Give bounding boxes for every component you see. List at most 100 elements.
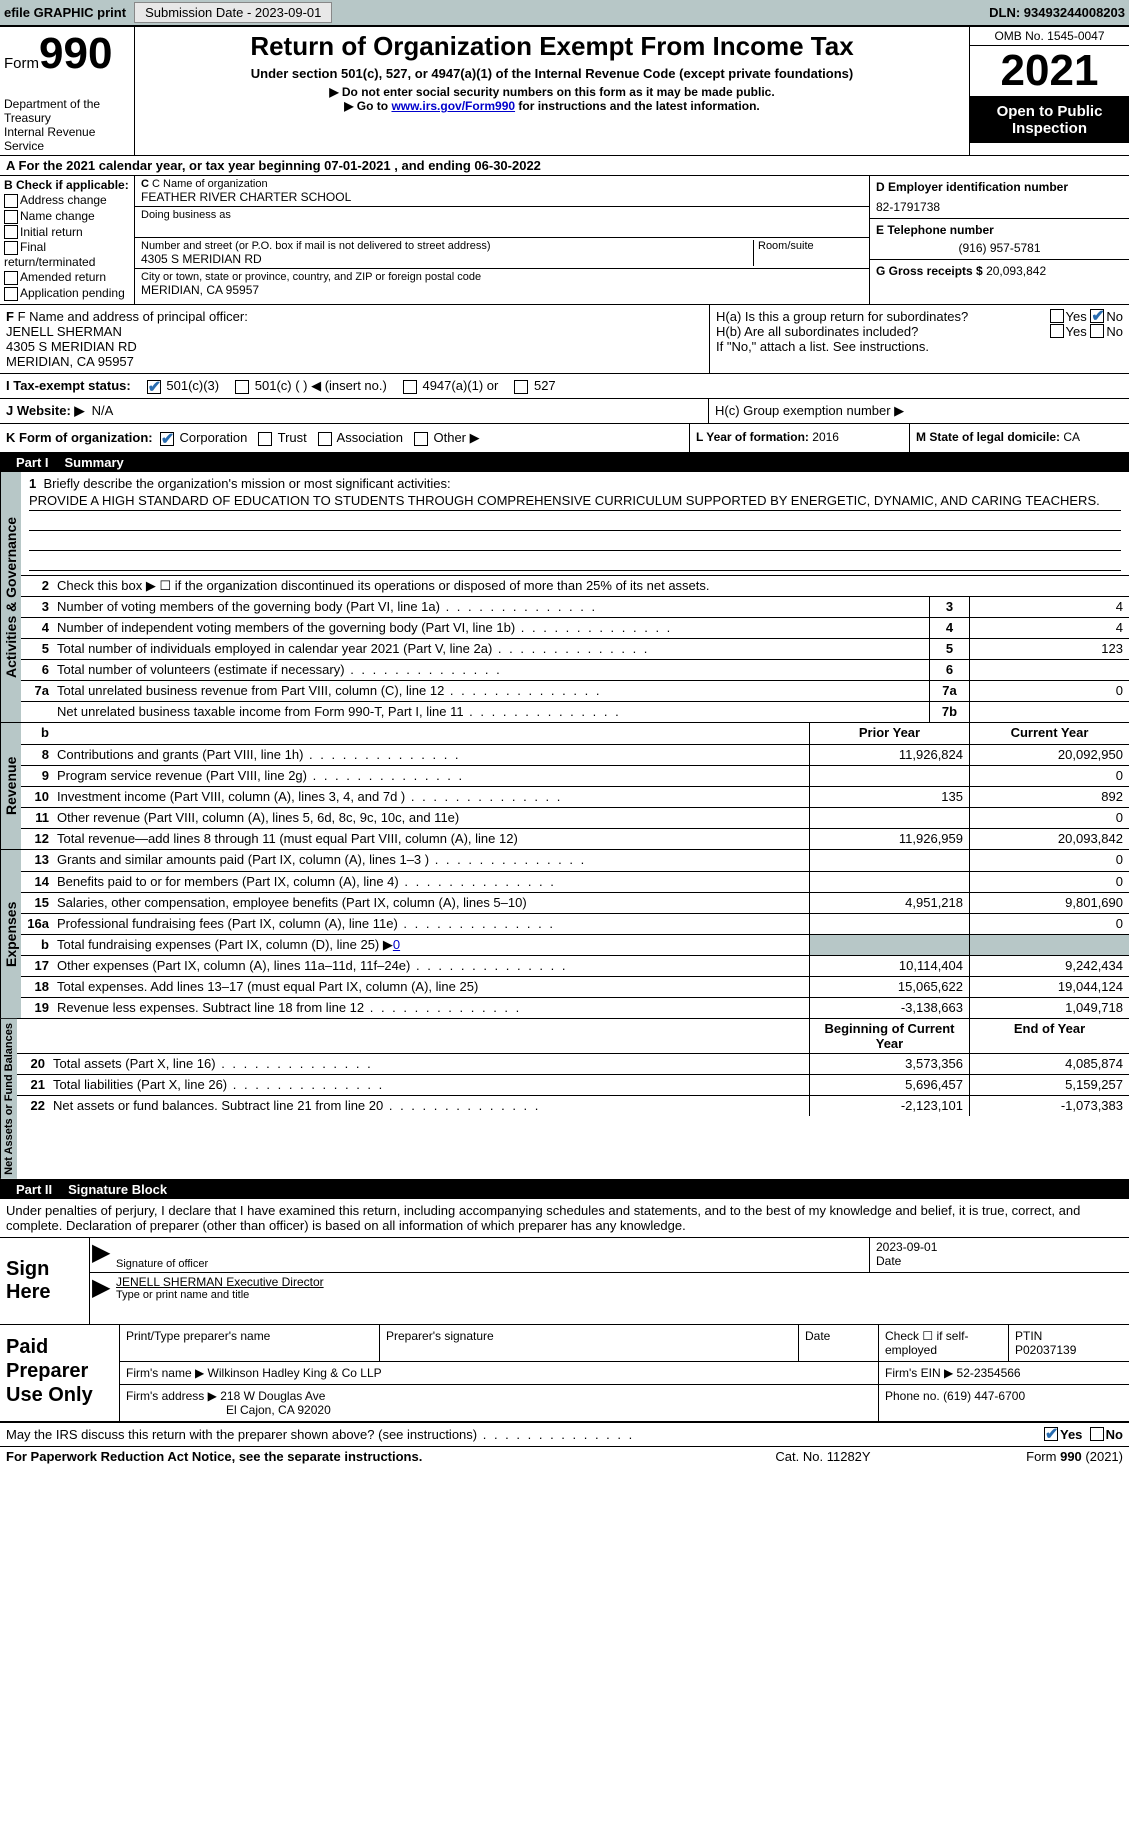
line-5: Total number of individuals employed in … <box>53 639 929 659</box>
irs-link[interactable]: www.irs.gov/Form990 <box>391 99 515 113</box>
e20: 4,085,874 <box>969 1054 1129 1074</box>
p17: 10,114,404 <box>809 956 969 976</box>
row-f-h: F F Name and address of principal office… <box>0 305 1129 374</box>
signature-intro: Under penalties of perjury, I declare th… <box>0 1199 1129 1238</box>
mission-text: PROVIDE A HIGH STANDARD OF EDUCATION TO … <box>29 491 1121 511</box>
cb-501c[interactable] <box>235 380 249 394</box>
tax-exempt-row: I Tax-exempt status: 501(c)(3) 501(c) ( … <box>0 374 1129 399</box>
hb-label: H(b) Are all subordinates included? <box>716 324 1050 339</box>
val-7a: 0 <box>969 681 1129 701</box>
year-formation: L Year of formation: 2016 <box>689 424 909 452</box>
submission-date-button[interactable]: Submission Date - 2023-09-01 <box>134 2 332 23</box>
officer-name: JENELL SHERMAN <box>6 324 703 339</box>
col-b-header: B Check if applicable: <box>4 178 130 192</box>
c9: 0 <box>969 766 1129 786</box>
officer-name-value: JENELL SHERMAN Executive Director <box>116 1275 1123 1289</box>
line-10: Investment income (Part VIII, column (A)… <box>53 787 809 807</box>
b21: 5,696,457 <box>809 1075 969 1095</box>
cb-other[interactable] <box>414 432 428 446</box>
e22: -1,073,383 <box>969 1096 1129 1116</box>
c18: 19,044,124 <box>969 977 1129 997</box>
c13: 0 <box>969 850 1129 871</box>
discuss-no[interactable] <box>1090 1427 1104 1441</box>
line-19: Revenue less expenses. Subtract line 18 … <box>53 998 809 1018</box>
form-subtitle: Under section 501(c), 527, or 4947(a)(1)… <box>139 66 965 81</box>
dln-label: DLN: 93493244008203 <box>989 5 1125 20</box>
firm-name-label: Firm's name ▶ <box>126 1366 204 1380</box>
cb-address-change[interactable]: Address change <box>4 193 130 208</box>
phone-value: (619) 447-6700 <box>943 1389 1025 1403</box>
addr-value: 4305 S MERIDIAN RD <box>141 252 753 266</box>
e21: 5,159,257 <box>969 1075 1129 1095</box>
city-value: MERIDIAN, CA 95957 <box>141 283 863 297</box>
form-number: 990 <box>39 29 112 78</box>
cb-corporation[interactable] <box>160 432 174 446</box>
tel-value: (916) 957-5781 <box>876 237 1123 255</box>
hb-no[interactable] <box>1090 324 1104 338</box>
cb-trust[interactable] <box>258 432 272 446</box>
cb-association[interactable] <box>318 432 332 446</box>
vtab-governance: Activities & Governance <box>0 472 21 722</box>
footer-left: For Paperwork Reduction Act Notice, see … <box>6 1449 723 1464</box>
form-title-block: Return of Organization Exempt From Incom… <box>135 27 969 155</box>
val-5: 123 <box>969 639 1129 659</box>
col-eoy: End of Year <box>969 1019 1129 1053</box>
p11 <box>809 808 969 828</box>
prep-sig-label: Preparer's signature <box>386 1329 792 1343</box>
p8: 11,926,824 <box>809 745 969 765</box>
form-note-ssn: ▶ Do not enter social security numbers o… <box>139 85 965 99</box>
sign-here-label: Sign Here <box>0 1238 90 1324</box>
val-7b <box>969 702 1129 722</box>
p19: -3,138,663 <box>809 998 969 1018</box>
p9 <box>809 766 969 786</box>
line-8: Contributions and grants (Part VIII, lin… <box>53 745 809 765</box>
hc-group-exemption: H(c) Group exemption number ▶ <box>709 399 1129 423</box>
ptin-label: PTIN <box>1015 1329 1123 1343</box>
omb-number: OMB No. 1545-0047 <box>970 27 1129 46</box>
discuss-text: May the IRS discuss this return with the… <box>6 1427 1044 1442</box>
ha-yes[interactable] <box>1050 309 1064 323</box>
c15: 9,801,690 <box>969 893 1129 913</box>
phone-label: Phone no. <box>885 1389 940 1403</box>
paid-preparer-block: Paid Preparer Use Only Print/Type prepar… <box>0 1325 1129 1423</box>
vtab-revenue: Revenue <box>0 723 21 849</box>
ein-value: 82-1791738 <box>876 194 1123 214</box>
discuss-yes[interactable] <box>1044 1427 1058 1441</box>
cb-initial-return[interactable]: Initial return <box>4 225 130 240</box>
sign-here-block: Sign Here ▶ Signature of officer 2023-09… <box>0 1238 1129 1325</box>
cb-4947[interactable] <box>403 380 417 394</box>
line-13: Grants and similar amounts paid (Part IX… <box>53 850 809 871</box>
arrow-icon: ▶ <box>90 1273 110 1303</box>
cb-final-return[interactable]: Final return/terminated <box>4 240 130 269</box>
prep-date-label: Date <box>805 1329 872 1343</box>
val-3: 4 <box>969 597 1129 617</box>
gross-value: 20,093,842 <box>986 264 1046 278</box>
p16a <box>809 914 969 934</box>
row-j-hc: J Website: ▶ N/A H(c) Group exemption nu… <box>0 399 1129 424</box>
line-16a: Professional fundraising fees (Part IX, … <box>53 914 809 934</box>
line-7a: Total unrelated business revenue from Pa… <box>53 681 929 701</box>
cb-name-change[interactable]: Name change <box>4 209 130 224</box>
cb-501c3[interactable] <box>147 380 161 394</box>
row-a-tax-year: A For the 2021 calendar year, or tax yea… <box>0 156 1129 176</box>
state-domicile: M State of legal domicile: CA <box>909 424 1129 452</box>
cb-application-pending[interactable]: Application pending <box>4 286 130 301</box>
expenses-block: Expenses 13Grants and similar amounts pa… <box>0 850 1129 1019</box>
p18: 15,065,622 <box>809 977 969 997</box>
net-assets-block: Net Assets or Fund Balances Beginning of… <box>0 1019 1129 1180</box>
line-14: Benefits paid to or for members (Part IX… <box>53 872 809 892</box>
ha-no[interactable] <box>1090 309 1104 323</box>
vtab-expenses: Expenses <box>0 850 21 1018</box>
val-6 <box>969 660 1129 680</box>
b20: 3,573,356 <box>809 1054 969 1074</box>
hb-yes[interactable] <box>1050 324 1064 338</box>
irs-discuss-row: May the IRS discuss this return with the… <box>0 1423 1129 1447</box>
form-year-block: OMB No. 1545-0047 2021 Open to Public In… <box>969 27 1129 155</box>
line-15: Salaries, other compensation, employee b… <box>53 893 809 913</box>
section-bcd: B Check if applicable: Address change Na… <box>0 176 1129 305</box>
revenue-block: Revenue b Prior Year Current Year 8Contr… <box>0 723 1129 850</box>
arrow-icon: ▶ <box>90 1238 110 1272</box>
cb-527[interactable] <box>514 380 528 394</box>
efile-label: efile GRAPHIC print <box>4 5 126 20</box>
cb-amended-return[interactable]: Amended return <box>4 270 130 285</box>
